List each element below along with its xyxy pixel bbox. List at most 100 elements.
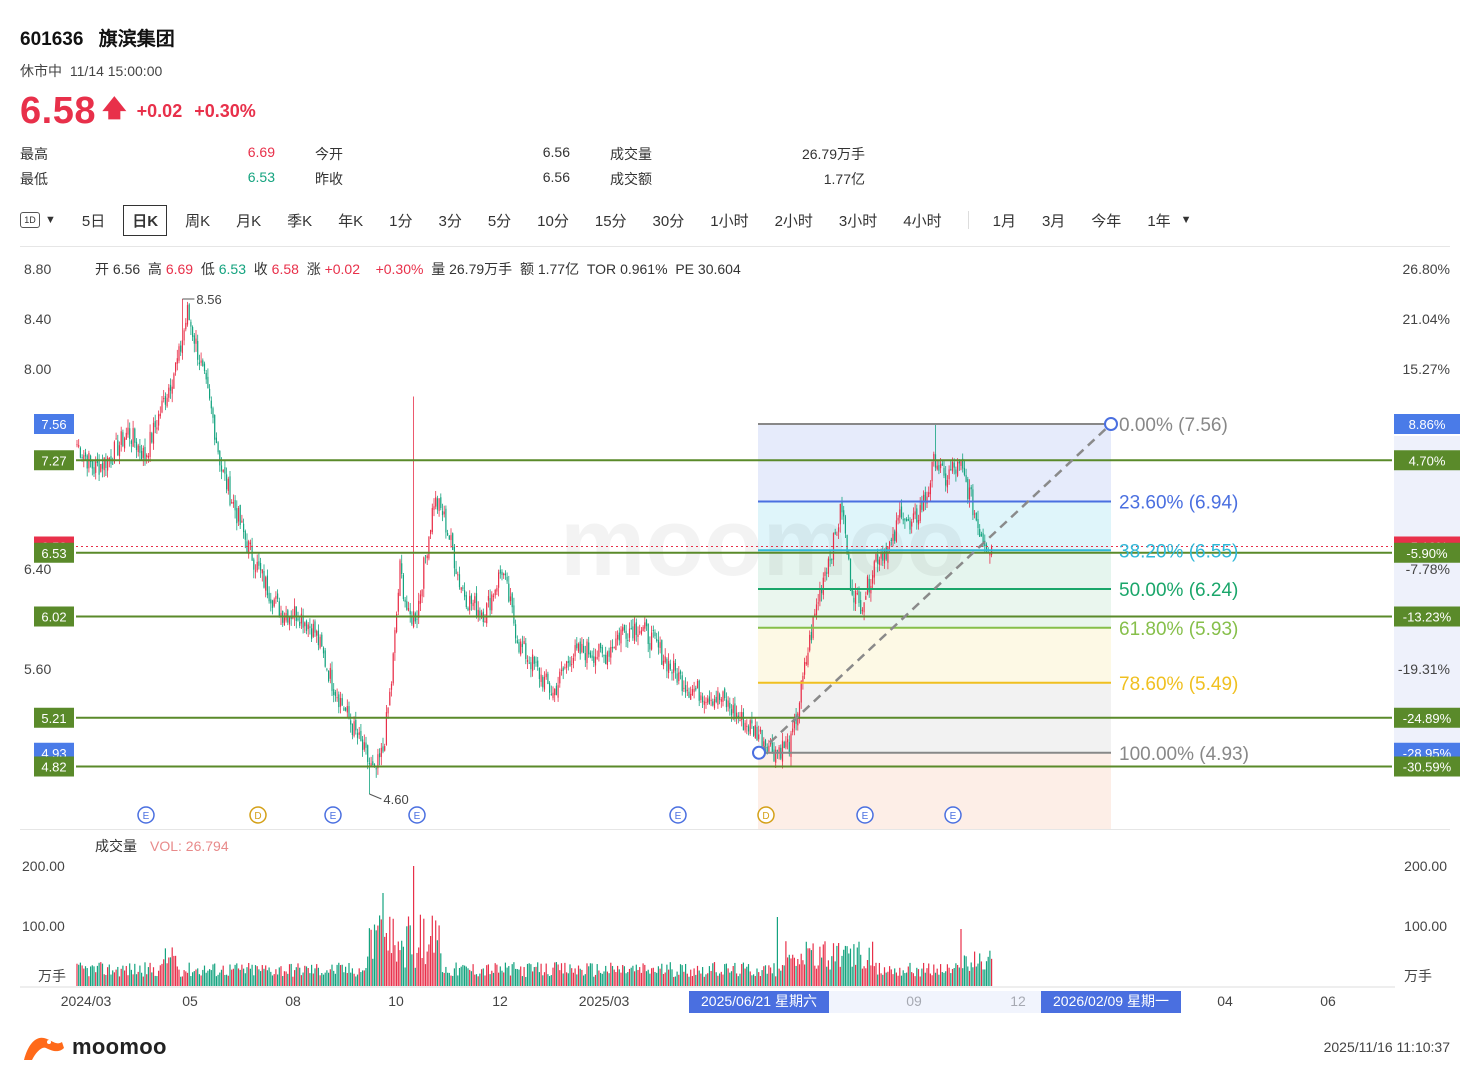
volume-bar [866, 960, 869, 986]
volume-bar [363, 970, 365, 986]
candle-body [226, 474, 228, 490]
vol-axis-left-tick: 100.00 [22, 918, 65, 934]
volume-bar [78, 964, 80, 986]
ohlc-legend-part: 6.58 [272, 261, 307, 277]
volume-bar [688, 976, 690, 986]
volume-bar [640, 972, 642, 986]
tab-1hour[interactable]: 1小时 [710, 212, 749, 230]
volume-bar [628, 968, 631, 986]
volume-bar [278, 967, 280, 986]
candle-body [392, 653, 394, 684]
volume-bar [815, 968, 818, 986]
volume-bar [686, 973, 688, 986]
dividend-event-icon[interactable] [249, 806, 267, 824]
candle-body [183, 330, 185, 341]
fib-trend-line[interactable] [758, 423, 1112, 754]
tab-3min[interactable]: 3分 [438, 212, 462, 230]
tab-monthly-k[interactable]: 月K [236, 212, 262, 230]
tab-3hour[interactable]: 3小时 [838, 212, 878, 230]
earnings-event-icon[interactable] [669, 806, 687, 824]
volume-bar [889, 966, 891, 986]
earnings-event-icon[interactable] [856, 806, 874, 824]
volume-bar [979, 953, 981, 986]
volume-bar [924, 972, 926, 986]
volume-bar [605, 965, 607, 986]
candle-body [805, 662, 807, 665]
tab-4hour[interactable]: 4小时 [903, 212, 942, 230]
volume-bar [662, 973, 665, 986]
dividend-event-icon[interactable] [757, 806, 775, 824]
candle-body [736, 712, 738, 718]
candle-body [605, 654, 607, 665]
candle-body [186, 305, 189, 325]
price-tag-left-text: 7.27 [41, 453, 66, 468]
tab-5min[interactable]: 5分 [487, 212, 512, 230]
candle-body [535, 661, 537, 663]
earnings-event-icon[interactable] [944, 806, 962, 824]
tab-10min[interactable]: 10分 [537, 212, 569, 230]
range-chevron-down-icon[interactable]: ▼ [1180, 214, 1192, 226]
candle-body [798, 702, 801, 717]
candle-body [370, 763, 372, 767]
candle-body [486, 603, 488, 624]
fib-handle-start[interactable] [752, 745, 766, 760]
candle-body [963, 467, 965, 475]
tab-5d[interactable]: 5日 [81, 212, 106, 230]
earnings-event-icon[interactable] [324, 806, 342, 824]
candle-body [98, 460, 100, 475]
candle-body [674, 662, 676, 671]
volume-bar [875, 962, 877, 986]
status-time: 11/14 15:00:00 [69, 63, 163, 79]
volume-bar [938, 974, 940, 986]
period-type-dropdown[interactable]: 1D ▼ [20, 212, 56, 228]
candle-body [365, 742, 367, 748]
volume-bar [200, 975, 202, 986]
volume-bar [222, 965, 224, 986]
candle-body [644, 622, 646, 629]
volume-bar [583, 975, 585, 986]
tab-weekly-k[interactable]: 周K [185, 212, 211, 230]
fib-handle-end[interactable] [1104, 417, 1118, 431]
candle-body [76, 444, 78, 446]
candle-body [756, 726, 758, 741]
volume-bar [146, 974, 148, 986]
candle-body [112, 463, 114, 465]
volume-bar [953, 968, 955, 986]
tab-yearly-k[interactable]: 年K [338, 212, 364, 230]
earnings-event-icon[interactable] [408, 806, 426, 824]
candle-body [356, 732, 359, 738]
tab-30min[interactable]: 30分 [652, 212, 685, 230]
volume-bar [623, 966, 625, 986]
volume-bar [574, 968, 576, 986]
tab-2hour[interactable]: 2小时 [774, 212, 813, 230]
earnings-event-icon[interactable] [137, 806, 155, 824]
tab-range-3m[interactable]: 3月 [1041, 212, 1066, 230]
volume-bar [498, 972, 500, 986]
tab-15min[interactable]: 15分 [594, 212, 627, 230]
candle-body [81, 457, 83, 459]
candle-body [503, 573, 505, 576]
candle-body [492, 595, 495, 597]
volume-bar [458, 968, 461, 986]
volume-bar [226, 974, 228, 986]
tab-range-1m[interactable]: 1月 [992, 212, 1016, 230]
volume-bar [297, 963, 299, 986]
tab-quarterly-k[interactable]: 季K [287, 212, 313, 230]
volume-bar [282, 976, 284, 986]
stock-chart[interactable]: moomoo8.564.607.568.86%7.274.70%6.58-5.1… [0, 0, 1470, 1030]
ohlc-legend-part: PE [675, 261, 698, 277]
candle-body [975, 512, 977, 521]
candle-body [815, 604, 818, 615]
candle-body [489, 597, 491, 611]
volume-bar [916, 967, 918, 986]
volume-bar [771, 973, 773, 986]
ohlc-legend-part: 6.53 [219, 261, 254, 277]
candle-body [768, 745, 770, 752]
candle-body [821, 589, 823, 594]
tab-range-1y[interactable]: 1年 [1147, 212, 1171, 230]
tab-1min[interactable]: 1分 [389, 212, 413, 230]
ohlc-legend: 开 6.56 高 6.69 低 6.53 收 6.58 涨 +0.02 +0.3… [95, 261, 741, 277]
candle-body [542, 676, 544, 688]
tab-range-ytd[interactable]: 今年 [1091, 212, 1122, 230]
tab-daily-k[interactable]: 日K [123, 204, 168, 236]
